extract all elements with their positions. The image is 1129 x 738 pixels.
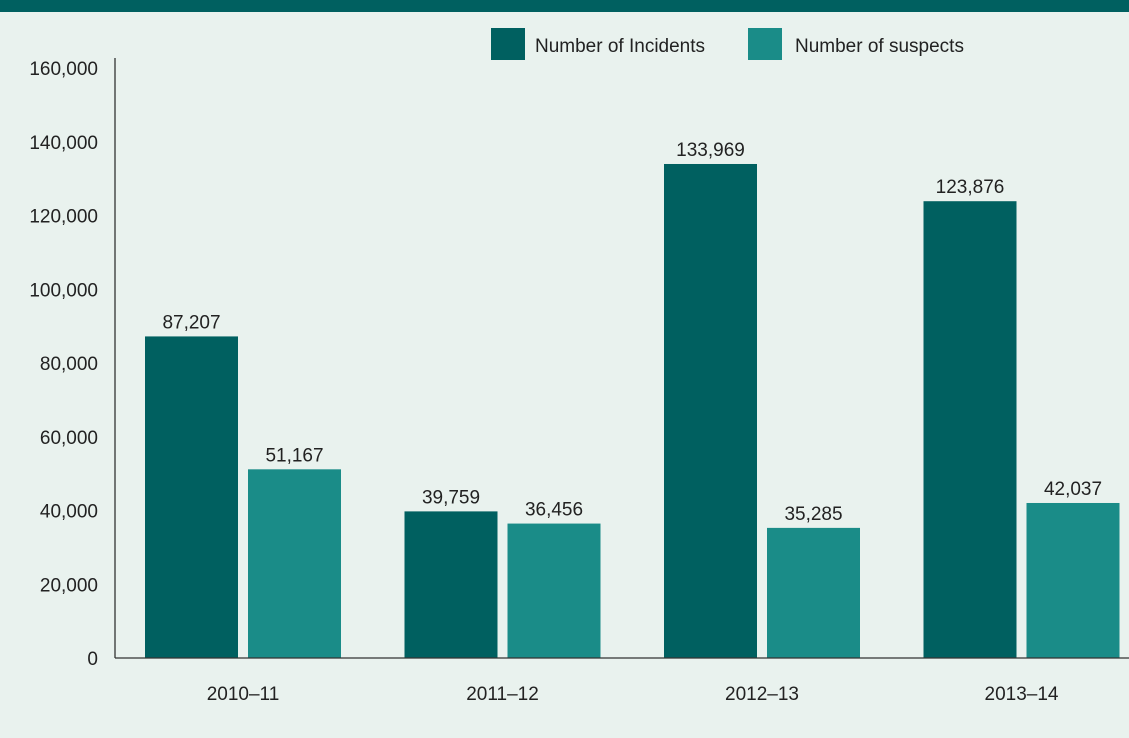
- y-tick-label: 60,000: [40, 428, 98, 449]
- data-label: 133,969: [676, 140, 745, 161]
- y-tick-label: 140,000: [29, 133, 98, 154]
- bar: [767, 527, 860, 658]
- y-tick-label: 80,000: [40, 354, 98, 375]
- legend-label-incidents: Number of Incidents: [535, 36, 705, 57]
- data-label: 87,207: [162, 312, 220, 333]
- y-tick-label: 20,000: [40, 575, 98, 596]
- y-tick-label: 100,000: [29, 280, 98, 301]
- y-tick-label: 120,000: [29, 207, 98, 228]
- y-axis-ticks: 0 20,000 40,000 60,000 80,000 100,000 120,000 1…: [29, 59, 98, 670]
- legend-swatch-incidents: [491, 28, 525, 60]
- header-band: [0, 0, 1129, 12]
- y-tick-label: 40,000: [40, 502, 98, 523]
- x-tick-label: 2013–14: [985, 684, 1059, 705]
- bar: [404, 511, 498, 658]
- x-tick-label: 2012–13: [725, 684, 799, 705]
- bar: [664, 163, 757, 658]
- data-label: 51,167: [265, 445, 323, 466]
- x-axis-ticks: 2010–11 2011–12 2012–13 2013–14: [207, 684, 1059, 705]
- y-tick-label: 0: [87, 649, 98, 670]
- x-tick-label: 2010–11: [207, 684, 280, 705]
- bar: [923, 201, 1017, 658]
- bar: [248, 469, 341, 658]
- data-label: 35,285: [784, 504, 842, 525]
- data-label: 42,037: [1044, 479, 1102, 500]
- legend-swatch-suspects: [748, 28, 782, 60]
- y-tick-label: 160,000: [29, 59, 98, 80]
- bar: [507, 523, 601, 658]
- data-label: 123,876: [936, 177, 1005, 198]
- data-label: 36,456: [525, 500, 583, 521]
- bar: [145, 336, 238, 658]
- x-tick-label: 2011–12: [466, 684, 539, 705]
- bar: [1026, 502, 1120, 658]
- bars: 87,207 51,167 39,759 36,456 133,969 35,285 123…: [145, 140, 1120, 658]
- legend-label-suspects: Number of suspects: [795, 36, 964, 57]
- legend: Number of Incidents Number of suspects: [491, 28, 964, 60]
- data-label: 39,759: [422, 487, 480, 508]
